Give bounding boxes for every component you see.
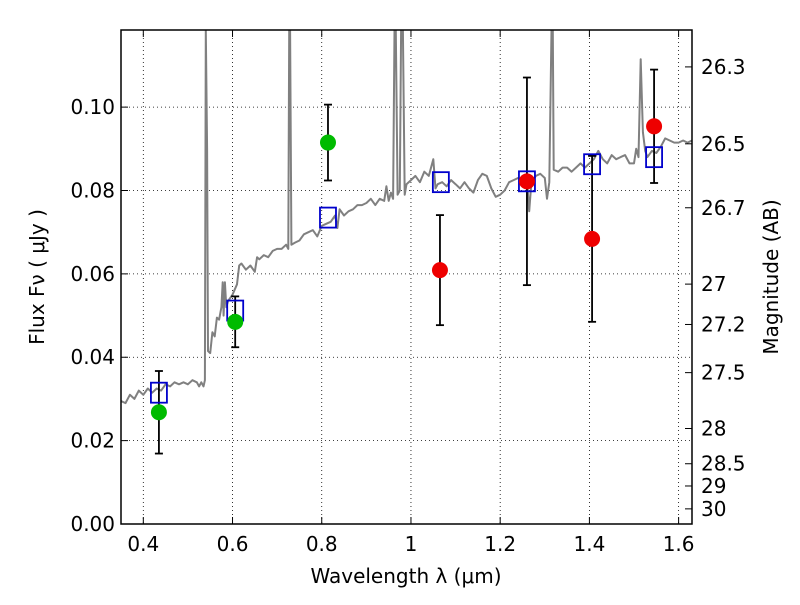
y-tick-label: 0.02 bbox=[70, 429, 115, 453]
x-tick-label: 1.2 bbox=[484, 532, 516, 556]
y-tick-label: 0.10 bbox=[70, 95, 115, 119]
y-axis-label: Flux Fν ( μJy ) bbox=[25, 209, 49, 345]
data-point bbox=[150, 404, 167, 421]
x-tick-label: 1.6 bbox=[663, 532, 695, 556]
x-tick-label: 0.4 bbox=[127, 532, 159, 556]
magnitude-tick-label: 28.5 bbox=[701, 452, 746, 476]
data-point bbox=[646, 118, 663, 135]
data-point bbox=[227, 313, 244, 330]
data-point bbox=[584, 230, 601, 247]
y-axis: 0.00 0.02 0.04 0.06 0.08 0.10 bbox=[70, 95, 128, 536]
model-photometry-square bbox=[319, 206, 337, 229]
magnitude-tick-label: 27.2 bbox=[701, 312, 746, 336]
x-tick-label: 1.4 bbox=[573, 532, 605, 556]
magnitude-tick-label: 27.5 bbox=[701, 361, 746, 385]
y-tick-label: 0.08 bbox=[70, 178, 115, 202]
magnitude-tick-label: 26.5 bbox=[701, 132, 746, 156]
model-photometry-square bbox=[645, 146, 663, 169]
y-tick-label: 0.00 bbox=[70, 512, 115, 536]
magnitude-tick-label: 26.7 bbox=[701, 196, 746, 220]
model-spectrum-line bbox=[121, 30, 692, 405]
magnitude-tick-label: 27 bbox=[701, 272, 726, 296]
magnitude-tick-label: 30 bbox=[701, 497, 726, 521]
x-tick-label: 1 bbox=[405, 532, 418, 556]
magnitude-tick-label: 26.3 bbox=[701, 55, 746, 79]
plot-frame bbox=[120, 29, 693, 525]
x-axis-label: Wavelength λ (μm) bbox=[310, 564, 501, 588]
plot-area bbox=[121, 30, 692, 455]
x-axis: 0.4 0.6 0.8 1 1.2 1.4 1.6 bbox=[127, 30, 695, 556]
data-point bbox=[431, 262, 448, 279]
x-tick-label: 0.8 bbox=[306, 532, 338, 556]
y-tick-label: 0.06 bbox=[70, 262, 115, 286]
x-tick-label: 0.6 bbox=[217, 532, 249, 556]
y-tick-label: 0.04 bbox=[70, 345, 115, 369]
model-photometry-square bbox=[583, 153, 601, 176]
magnitude-tick-label: 29 bbox=[701, 474, 726, 498]
magnitude-axis-label: Magnitude (AB) bbox=[759, 199, 783, 354]
data-point bbox=[518, 173, 535, 190]
model-photometry-square bbox=[431, 171, 450, 194]
magnitude-tick-label: 28 bbox=[701, 416, 726, 440]
data-point bbox=[319, 134, 336, 151]
model-photometry-square bbox=[150, 381, 168, 404]
